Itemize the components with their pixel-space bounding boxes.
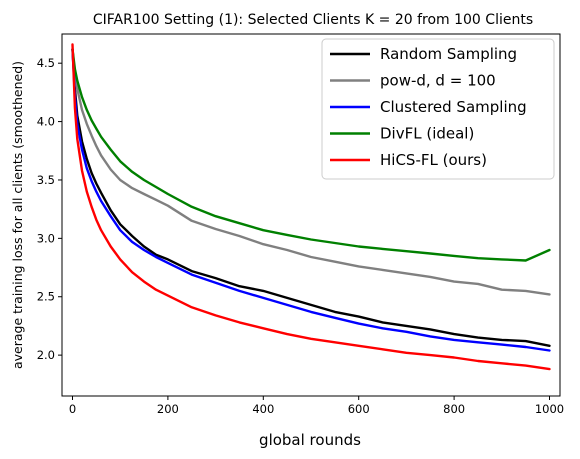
y-axis-label: average training loss for all clients (s… [10, 61, 25, 369]
legend-entries: Random Sampling pow-d, d = 100 Clustered S… [330, 45, 527, 169]
series-line [71, 48, 551, 352]
legend-label: pow-d, d = 100 [380, 72, 496, 90]
y-tick-label: 3.5 [37, 173, 55, 187]
y-tick-label: 4.0 [37, 115, 55, 129]
x-tick-label: 400 [252, 402, 274, 416]
series-line [71, 43, 551, 371]
y-tick-label: 3.0 [37, 231, 55, 245]
x-tick-label: 600 [348, 402, 370, 416]
x-tick-label: 800 [443, 402, 465, 416]
plot-frame [61, 33, 561, 397]
plot-series [71, 43, 551, 371]
y-axis-ticks: 2.0 2.5 3.0 3.5 4.0 4.5 [37, 56, 62, 362]
legend-label: DivFL (ideal) [380, 125, 474, 143]
series-line [71, 48, 551, 262]
x-tick-label: 1000 [535, 402, 564, 416]
y-tick-label: 2.0 [37, 348, 55, 362]
chart-title: CIFAR100 Setting (1): Selected Clients K… [93, 12, 533, 28]
legend-box [321, 38, 555, 180]
x-axis-label: global rounds [259, 431, 361, 449]
legend-label: Clustered Sampling [380, 98, 527, 116]
legend: Random Sampling pow-d, d = 100 Clustered S… [321, 38, 555, 180]
legend-label: Random Sampling [380, 45, 517, 63]
series-line [71, 48, 551, 296]
legend-label: HiCS-FL (ours) [380, 151, 487, 169]
series-line [71, 48, 551, 347]
y-tick-label: 4.5 [37, 56, 55, 70]
x-tick-label: 200 [157, 402, 179, 416]
x-axis-ticks: 0 200 400 600 800 1000 [69, 396, 564, 416]
x-tick-label: 0 [69, 402, 76, 416]
y-tick-label: 2.5 [37, 290, 55, 304]
